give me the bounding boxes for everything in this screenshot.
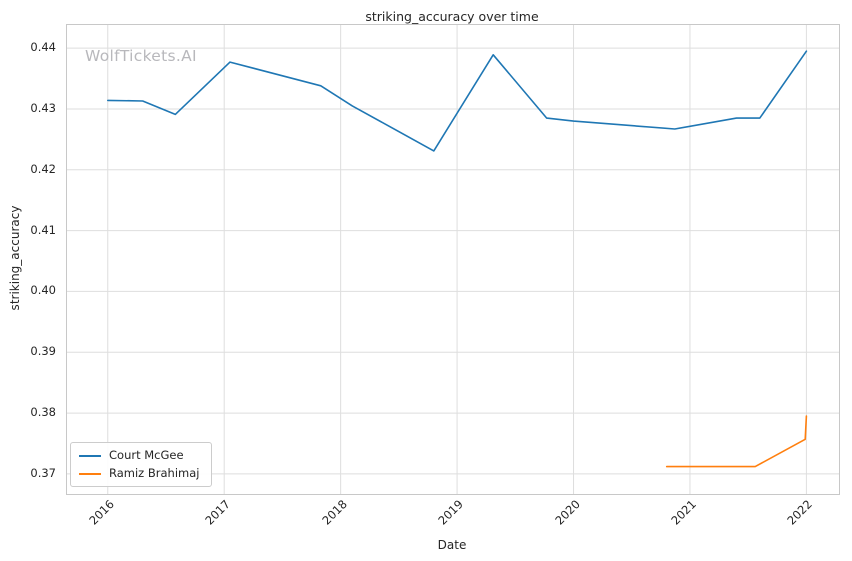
plot-area (66, 24, 840, 495)
x-tick-label: 2018 (318, 497, 350, 528)
y-tick-label: 0.43 (30, 100, 56, 115)
y-tick-label: 0.39 (30, 344, 56, 359)
legend-line-swatch-blue (79, 454, 101, 457)
x-tick-label: 2016 (86, 497, 117, 528)
legend-line-swatch-orange (79, 472, 101, 475)
legend-item: Court McGee (79, 449, 199, 462)
x-axis-label: Date (437, 538, 467, 552)
y-tick-label: 0.38 (30, 405, 56, 420)
series-line-0 (106, 50, 808, 152)
legend-label: Ramiz Brahimaj (109, 466, 200, 480)
y-tick-label: 0.41 (30, 222, 56, 237)
y-tick-label: 0.42 (30, 161, 56, 176)
plot-svg (67, 25, 839, 494)
x-tick-label: 2017 (202, 497, 234, 528)
chart-title: striking_accuracy over time (365, 9, 539, 24)
y-tick-label: 0.37 (30, 465, 56, 480)
legend: Court McGee Ramiz Brahimaj (70, 442, 213, 487)
y-tick-label: 0.44 (30, 40, 56, 55)
x-tick-label: 2022 (784, 497, 816, 528)
legend-item: Ramiz Brahimaj (79, 467, 199, 480)
x-tick-label: 2021 (668, 497, 699, 528)
y-tick-label: 0.40 (30, 283, 56, 298)
x-tick-label: 2020 (551, 497, 583, 528)
series-line-1 (665, 415, 808, 468)
watermark-text: WolfTickets.AI (85, 47, 197, 65)
legend-label: Court McGee (109, 448, 184, 462)
